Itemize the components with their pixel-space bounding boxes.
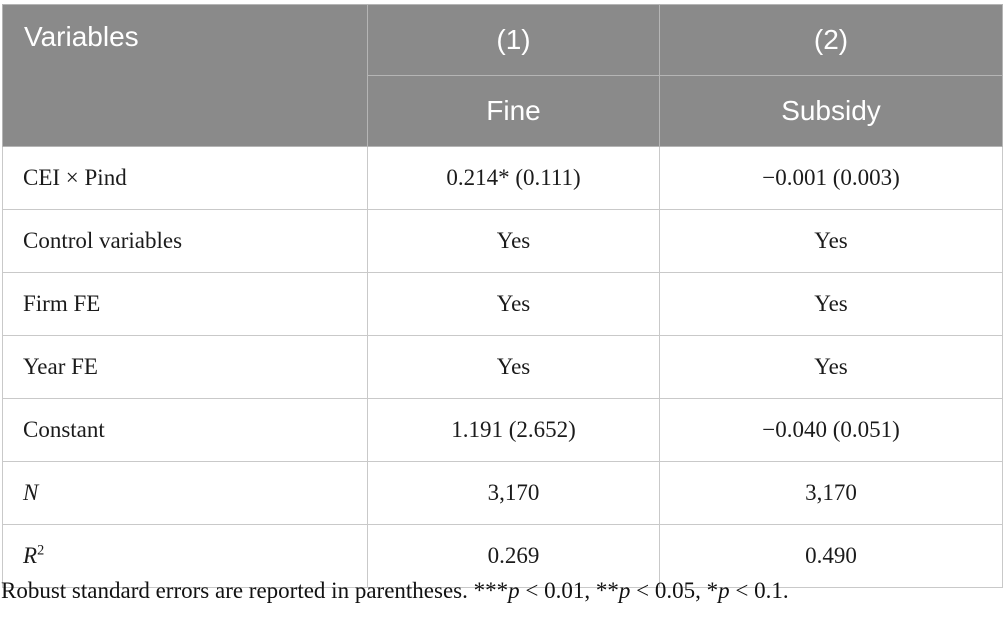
footnote-text: < 0.05, * xyxy=(630,578,719,603)
footnote-p-symbol: p xyxy=(508,578,520,603)
header-col1-number: (1) xyxy=(367,4,660,76)
footnote-text: Robust standard errors are reported in p… xyxy=(1,578,509,603)
footnote-p-symbol: p xyxy=(718,578,730,603)
subsidy-value: Yes xyxy=(659,272,1003,336)
header-row-names: Fine Subsidy xyxy=(3,75,1003,147)
table-body: CEI × Pind 0.214* (0.111) −0.001 (0.003)… xyxy=(2,146,1003,588)
table-row-r-squared: R2 0.269 0.490 xyxy=(2,524,1003,588)
row-label: CEI × Pind xyxy=(2,146,368,210)
row-label: Constant xyxy=(2,398,368,462)
fine-value: 3,170 xyxy=(367,461,660,525)
header-col1-name: Fine xyxy=(367,75,660,147)
fine-value: 1.191 (2.652) xyxy=(367,398,660,462)
subsidy-value: Yes xyxy=(659,209,1003,273)
r-squared-exponent: 2 xyxy=(37,542,45,559)
table-header: Variables (1) (2) Fine Subsidy xyxy=(2,4,1003,147)
row-label: N xyxy=(2,461,368,525)
table-row-control-variables: Control variables Yes Yes xyxy=(2,209,1003,273)
subsidy-value: Yes xyxy=(659,335,1003,399)
fine-value: Yes xyxy=(367,209,660,273)
row-label: Control variables xyxy=(2,209,368,273)
header-variables: Variables xyxy=(2,4,368,147)
regression-results-table: Variables (1) (2) Fine Subsidy CEI × Pin… xyxy=(2,4,1003,588)
row-label: Firm FE xyxy=(2,272,368,336)
r-squared-base: R xyxy=(23,543,38,568)
table-row-firm-fe: Firm FE Yes Yes xyxy=(2,272,1003,336)
header-col2-name: Subsidy xyxy=(659,75,1003,147)
table-row-constant: Constant 1.191 (2.652) −0.040 (0.051) xyxy=(2,398,1003,462)
row-label: R2 xyxy=(2,524,368,588)
footnote-p-symbol: p xyxy=(618,578,631,603)
table-row-cei-pind: CEI × Pind 0.214* (0.111) −0.001 (0.003) xyxy=(2,146,1003,210)
footnote-text: < 0.1. xyxy=(729,578,789,603)
fine-value: Yes xyxy=(367,272,660,336)
table-row-n-observations: N 3,170 3,170 xyxy=(2,461,1003,525)
fine-value: 0.214* (0.111) xyxy=(367,146,660,210)
subsidy-value: 0.490 xyxy=(659,524,1003,588)
header-row-numbers: Variables (1) (2) xyxy=(2,4,1003,147)
table-row-year-fe: Year FE Yes Yes xyxy=(2,335,1003,399)
subsidy-value: 3,170 xyxy=(659,461,1003,525)
row-label: Year FE xyxy=(2,335,368,399)
table-footnote: Robust standard errors are reported in p… xyxy=(1,578,789,604)
header-col2-number: (2) xyxy=(659,4,1003,76)
subsidy-value: −0.001 (0.003) xyxy=(659,146,1003,210)
subsidy-value: −0.040 (0.051) xyxy=(659,398,1003,462)
fine-value: Yes xyxy=(367,335,660,399)
footnote-text: < 0.01, ** xyxy=(519,578,619,603)
fine-value: 0.269 xyxy=(367,524,660,588)
